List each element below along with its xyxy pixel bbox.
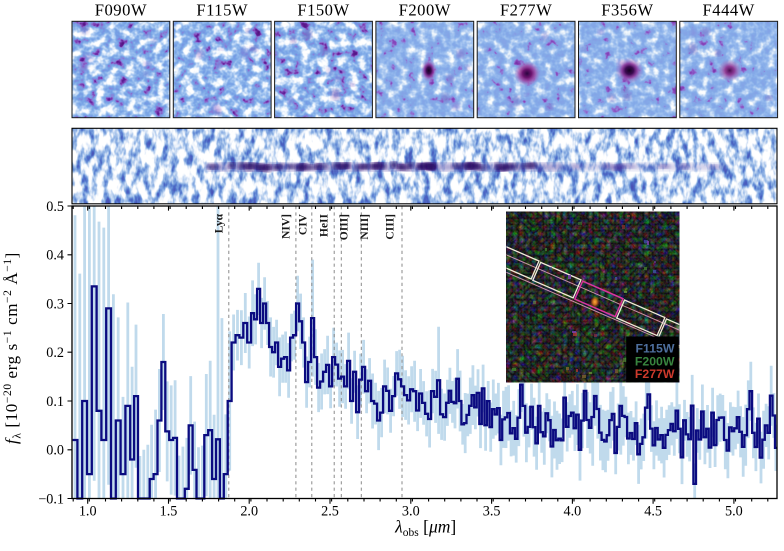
svg-text:4.0: 4.0 [564,504,582,520]
svg-text:OIII]: OIII] [339,214,351,240]
svg-text:F200W: F200W [635,354,675,368]
svg-text:0.4: 0.4 [46,248,64,264]
svg-text:5.0: 5.0 [725,504,743,520]
svg-text:F356W: F356W [601,1,653,20]
svg-text:CIII]: CIII] [385,214,397,240]
svg-text:CIV: CIV [297,213,309,235]
svg-text:0.0: 0.0 [46,443,64,459]
svg-text:1.0: 1.0 [79,504,97,520]
svg-text:F277W: F277W [635,367,675,381]
svg-text:1.5: 1.5 [160,504,178,520]
svg-text:F090W: F090W [95,1,147,20]
svg-text:F277W: F277W [500,1,552,20]
svg-text:2.0: 2.0 [240,504,258,520]
svg-text:3.0: 3.0 [402,504,420,520]
svg-text:F115W: F115W [196,1,248,20]
svg-text:NIV]: NIV] [281,214,293,239]
svg-text:NIII]: NIII] [359,214,371,240]
svg-text:F150W: F150W [297,1,349,20]
svg-text:HeII: HeII [319,213,331,237]
svg-text:F444W: F444W [703,1,755,20]
svg-text:λobs [μm]: λobs [μm] [394,516,456,539]
svg-text:0.2: 0.2 [46,345,64,361]
svg-text:0.1: 0.1 [46,394,64,410]
svg-text:fλ [10−20 erg s−1 cm−2 Å−1]: fλ [10−20 erg s−1 cm−2 Å−1] [2,252,24,444]
svg-text:4.5: 4.5 [644,504,662,520]
svg-text:F200W: F200W [399,1,451,20]
svg-text:F115W: F115W [636,342,675,356]
svg-text:3.5: 3.5 [483,504,501,520]
svg-text:Lyα: Lyα [214,213,226,233]
svg-text:−0.1: −0.1 [38,491,64,507]
svg-text:2.5: 2.5 [321,504,339,520]
svg-text:0.3: 0.3 [46,296,64,312]
svg-text:0.5: 0.5 [46,199,64,215]
